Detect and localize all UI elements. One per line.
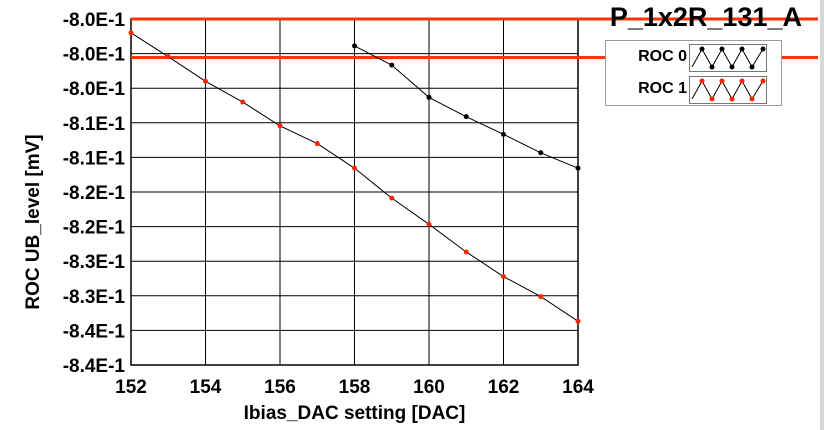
- data-point: [314, 141, 320, 147]
- legend-swatch-marker: [709, 96, 715, 102]
- legend-swatch-marker: [749, 64, 755, 70]
- legend-swatch-icon: [689, 44, 767, 72]
- data-point: [203, 78, 208, 84]
- x-tick-label: 158: [339, 377, 371, 398]
- x-tick-label: 152: [115, 377, 147, 398]
- legend-swatch-marker: [699, 46, 705, 52]
- data-point: [463, 114, 469, 120]
- data-point: [128, 30, 134, 36]
- legend-swatch-marker: [729, 64, 735, 70]
- data-point: [389, 195, 395, 201]
- y-axis-label: ROC UB_level [mV]: [23, 134, 44, 309]
- data-point: [538, 294, 544, 300]
- y-tick-label: -8.4E-1: [63, 356, 126, 377]
- data-point: [575, 318, 581, 324]
- legend-swatch-marker: [719, 46, 725, 52]
- legend: ROC 0 ROC 1: [605, 40, 782, 106]
- legend-label: ROC 0: [638, 48, 687, 65]
- y-tick-label: -8.4E-1: [63, 321, 126, 342]
- legend-swatch-line: [691, 79, 764, 101]
- legend-swatch-line: [691, 47, 764, 69]
- window-edge: [820, 0, 824, 430]
- x-tick-label: 160: [413, 377, 445, 398]
- y-tick-label: -8.0E-1: [63, 45, 126, 66]
- data-point: [277, 123, 283, 129]
- series-line: [354, 45, 579, 169]
- legend-swatch-marker: [699, 78, 705, 84]
- legend-swatch-marker: [729, 96, 735, 102]
- legend-swatch-marker: [749, 96, 755, 102]
- y-tick-label: -8.3E-1: [63, 252, 126, 273]
- data-point: [352, 43, 357, 49]
- data-point: [240, 99, 246, 105]
- y-tick-label: -8.2E-1: [63, 218, 126, 239]
- y-tick-label: -8.0E-1: [63, 10, 126, 31]
- y-tick-label: -8.3E-1: [63, 287, 126, 308]
- legend-swatch-marker: [709, 64, 715, 70]
- data-point: [538, 150, 544, 156]
- legend-swatch-marker: [719, 78, 725, 84]
- data-point: [352, 165, 357, 171]
- x-tick-label: 154: [190, 377, 222, 398]
- y-tick-label: -8.1E-1: [63, 114, 126, 135]
- data-point: [501, 131, 506, 137]
- legend-swatch-marker: [739, 78, 745, 84]
- x-tick-label: 164: [562, 377, 594, 398]
- x-tick-label: 162: [488, 377, 520, 398]
- data-point: [389, 62, 395, 68]
- legend-entry-roc0: ROC 0: [606, 42, 781, 72]
- x-tick-label: 156: [264, 377, 296, 398]
- data-point: [426, 221, 432, 227]
- legend-label: ROC 1: [638, 80, 687, 97]
- legend-swatch-marker: [760, 78, 766, 84]
- y-tick-label: -8.1E-1: [63, 148, 126, 169]
- legend-swatch-marker: [739, 46, 745, 52]
- legend-entry-roc1: ROC 1: [606, 74, 781, 104]
- legend-swatch-marker: [760, 46, 766, 52]
- y-tick-label: -8.2E-1: [63, 183, 126, 204]
- data-point: [426, 94, 432, 100]
- y-tick-label: -8.0E-1: [63, 79, 126, 100]
- chart-title: P_1x2R_131_A: [609, 2, 802, 32]
- data-point: [501, 274, 506, 280]
- legend-swatch-icon: [689, 76, 767, 104]
- data-point: [463, 249, 469, 255]
- data-point: [165, 54, 171, 60]
- data-point: [575, 165, 581, 171]
- x-axis-label: Ibias_DAC setting [DAC]: [244, 403, 466, 424]
